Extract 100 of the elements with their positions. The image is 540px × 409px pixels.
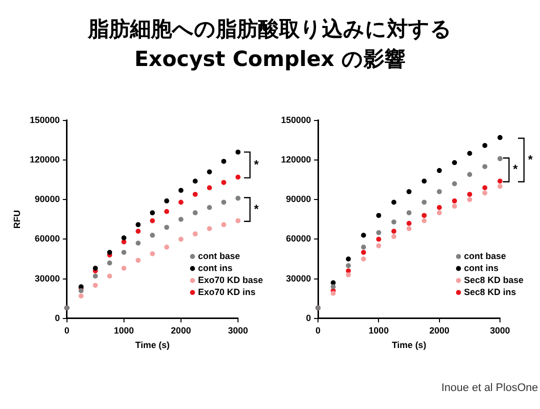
point xyxy=(150,210,155,216)
point xyxy=(136,222,141,228)
legend-label: cont ins xyxy=(464,262,499,274)
point xyxy=(406,189,412,194)
point xyxy=(330,290,336,296)
point xyxy=(192,231,198,236)
point xyxy=(452,181,458,186)
point xyxy=(422,212,427,218)
point xyxy=(406,220,412,226)
point xyxy=(376,243,382,248)
point xyxy=(422,200,427,205)
point xyxy=(136,228,141,234)
y-tick-label: 150000 xyxy=(280,114,312,125)
point xyxy=(236,218,240,224)
point xyxy=(452,198,458,204)
point xyxy=(452,204,458,209)
point xyxy=(107,260,112,266)
point xyxy=(221,200,226,205)
text: * xyxy=(254,202,259,216)
y-tick-label: 30000 xyxy=(286,273,312,284)
point xyxy=(422,178,427,184)
x-tick-label: 3000 xyxy=(228,325,248,336)
point xyxy=(436,189,442,194)
point xyxy=(136,258,141,263)
y-axis-title: RFU xyxy=(12,210,22,229)
y-tick-label: 60000 xyxy=(34,234,60,244)
x-tick-label: 2000 xyxy=(170,325,191,336)
point xyxy=(391,220,396,225)
point xyxy=(107,250,112,255)
point xyxy=(221,222,226,228)
x-tick-label: 1000 xyxy=(114,325,134,336)
x-tick-label: 3000 xyxy=(490,325,510,336)
point xyxy=(436,210,442,216)
point xyxy=(376,236,382,242)
point xyxy=(346,272,351,278)
point xyxy=(498,178,502,184)
point xyxy=(121,266,126,271)
x-axis-title: Time (s) xyxy=(392,340,426,350)
point xyxy=(436,168,442,174)
point xyxy=(436,205,442,210)
text: * xyxy=(254,157,259,172)
point xyxy=(178,236,184,242)
point xyxy=(498,135,502,140)
y-tick-label: 0 xyxy=(54,312,60,323)
point xyxy=(107,274,112,279)
text: Inoue et al PlosOne xyxy=(441,382,538,394)
point xyxy=(192,192,198,197)
legend-label: Exo70 KD ins xyxy=(198,286,256,298)
point xyxy=(178,188,184,193)
point xyxy=(164,224,170,230)
point xyxy=(376,212,382,218)
point xyxy=(121,250,126,255)
point xyxy=(206,185,212,190)
point xyxy=(346,268,351,274)
point xyxy=(206,226,212,232)
point xyxy=(164,244,170,250)
point xyxy=(78,288,84,294)
legend-label: Sec8 KD ins xyxy=(464,286,516,298)
point xyxy=(376,230,382,236)
point xyxy=(121,235,126,240)
point xyxy=(346,256,351,262)
point xyxy=(482,190,488,196)
y-tick-label: 120000 xyxy=(30,154,60,164)
point xyxy=(236,150,240,155)
point xyxy=(482,142,488,148)
point xyxy=(482,185,488,190)
chart-title: 脂肪細胞への脂肪酸取り込みに対する Exocyst Complex の影響 xyxy=(86,16,453,73)
point xyxy=(206,205,212,210)
x-tick-label: 1000 xyxy=(368,325,389,336)
y-tick-label: 30000 xyxy=(34,273,60,284)
y-tick-label: 0 xyxy=(306,312,312,323)
legend-label: Sec8 KD base xyxy=(464,274,524,286)
point xyxy=(164,208,170,214)
point xyxy=(482,164,488,170)
point xyxy=(164,198,170,204)
point xyxy=(391,228,396,234)
point xyxy=(221,158,226,164)
point xyxy=(406,226,412,232)
point xyxy=(221,180,226,185)
point xyxy=(150,251,155,256)
point xyxy=(361,232,366,238)
y-tick-label: 60000 xyxy=(286,234,312,244)
point xyxy=(452,160,458,166)
point xyxy=(92,274,98,279)
point xyxy=(391,200,396,205)
x-tick-label: 2000 xyxy=(429,325,450,336)
point xyxy=(346,263,351,268)
point xyxy=(361,244,366,250)
point xyxy=(178,216,184,222)
point xyxy=(236,196,240,201)
y-tick-label: 90000 xyxy=(286,194,312,204)
point xyxy=(361,256,366,262)
point xyxy=(92,282,98,288)
point xyxy=(78,293,84,298)
y-tick-label: 120000 xyxy=(280,154,312,164)
point xyxy=(236,174,240,180)
point xyxy=(192,178,198,184)
point xyxy=(206,169,212,174)
x-axis-title: Time (s) xyxy=(135,340,170,350)
point xyxy=(391,234,396,240)
